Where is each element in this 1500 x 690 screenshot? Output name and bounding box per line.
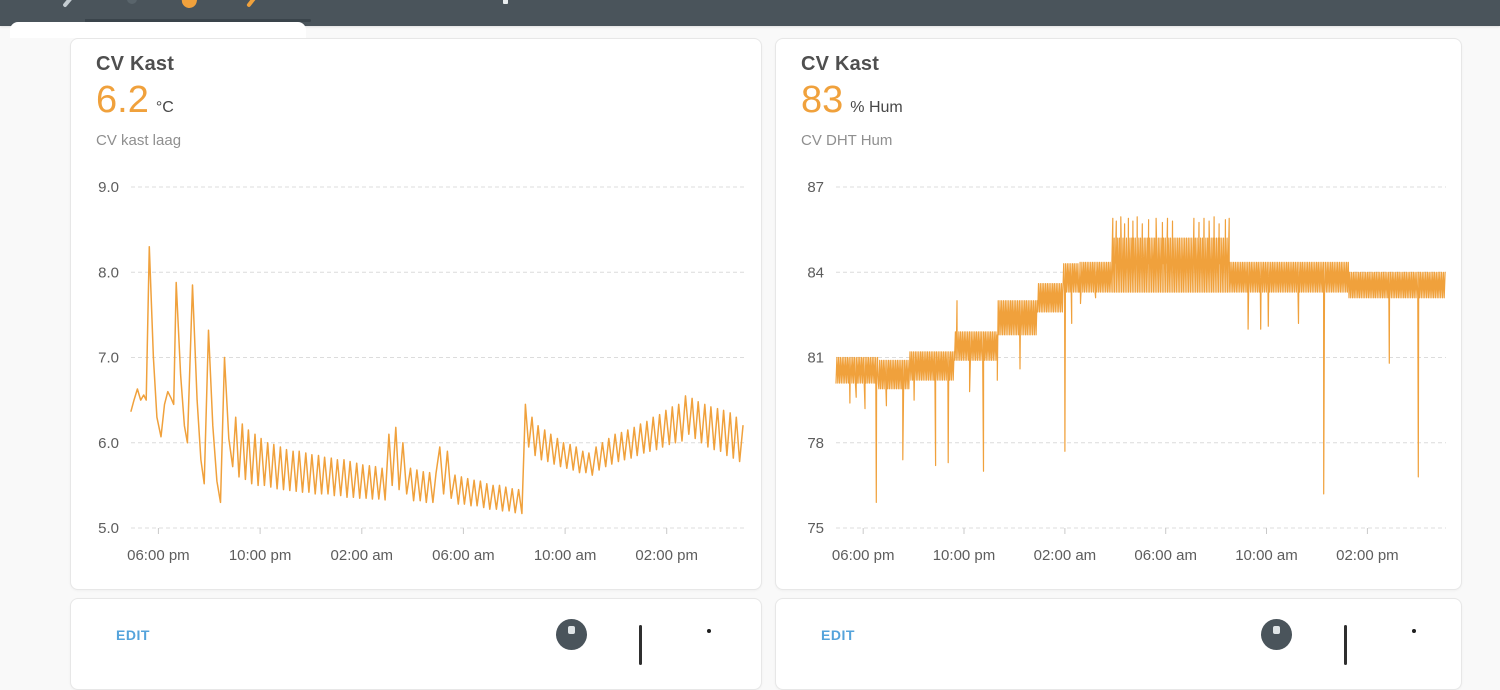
x-axis-label: 10:00 pm (229, 547, 292, 564)
device-icon-badge (1261, 619, 1292, 650)
value-row: 6.2 °C (96, 78, 761, 130)
y-axis-label: 75 (807, 520, 824, 537)
kebab-menu-icon[interactable] (1412, 629, 1416, 633)
y-axis-label: 7.0 (98, 350, 119, 367)
thermometer-icon (1344, 625, 1347, 665)
edit-button[interactable]: EDIT (821, 627, 855, 643)
y-axis-label: 84 (807, 264, 824, 281)
thermometer-icon (639, 625, 642, 665)
card-title: CV Kast (801, 53, 880, 75)
x-axis-label: 10:00 am (1235, 547, 1298, 564)
series-line (130, 245, 744, 515)
x-axis-label: 02:00 am (1034, 547, 1097, 564)
y-axis-label: 81 (807, 350, 824, 367)
y-axis-label: 5.0 (98, 520, 119, 537)
humidity-value: 83 (801, 79, 844, 121)
card-title: CV Kast (96, 53, 175, 75)
y-axis-label: 78 (807, 435, 824, 452)
back-icon[interactable] (62, 0, 74, 8)
y-axis-label: 6.0 (98, 435, 119, 452)
card-humidity: CV Kast 83 % Hum CV DHT Hum 87 84 81 78 75 06… (775, 38, 1462, 590)
x-axis-label: 06:00 am (1134, 547, 1197, 564)
temperature-chart[interactable]: 9.0 8.0 7.0 6.0 5.0 06:00 pm 10:00 pm 02:00 am 0… (71, 177, 761, 582)
temperature-value: 6.2 (96, 79, 149, 121)
sensor-name: CV kast laag (96, 132, 182, 149)
card-next-right: EDIT (775, 598, 1462, 690)
lightning-icon[interactable] (180, 0, 199, 10)
humidity-unit: % Hum (850, 99, 903, 116)
temperature-unit: °C (155, 99, 174, 116)
x-axis-label: 10:00 am (534, 547, 597, 564)
top-navigation-bar (0, 0, 1500, 26)
kebab-menu-icon[interactable] (707, 629, 711, 633)
active-tab-indicator (85, 19, 311, 22)
x-axis-label: 10:00 pm (933, 547, 996, 564)
card-next-left: EDIT (70, 598, 762, 690)
card-header: CV Kast 83 % Hum CV DHT Hum (776, 39, 1461, 150)
y-axis-label: 87 (807, 179, 824, 196)
sensor-name: CV DHT Hum (801, 132, 893, 149)
edit-button[interactable]: EDIT (116, 627, 150, 643)
x-axis-label: 02:00 pm (1336, 547, 1399, 564)
x-axis-label: 06:00 pm (127, 547, 190, 564)
slash-icon[interactable] (246, 0, 258, 8)
y-axis-label: 9.0 (98, 179, 119, 196)
card-temperature: CV Kast 6.2 °C CV kast laag 9.0 8.0 7.0 6.0… (70, 38, 762, 590)
value-row: 83 % Hum (801, 78, 1461, 130)
x-axis-label: 02:00 am (331, 547, 394, 564)
x-axis-label: 06:00 am (432, 547, 495, 564)
x-axis-label: 02:00 pm (635, 547, 698, 564)
humidity-chart[interactable]: 87 84 81 78 75 06:00 pm 10:00 pm 02:00 am 06:00 … (776, 177, 1461, 582)
pin-icon[interactable] (503, 0, 508, 4)
active-tab[interactable] (10, 22, 306, 38)
card-header: CV Kast 6.2 °C CV kast laag (71, 39, 761, 150)
y-axis-label: 8.0 (98, 264, 119, 281)
dim-icon[interactable] (127, 0, 137, 4)
series-line (835, 216, 1446, 503)
x-axis-label: 06:00 pm (832, 547, 895, 564)
device-icon-badge (556, 619, 587, 650)
